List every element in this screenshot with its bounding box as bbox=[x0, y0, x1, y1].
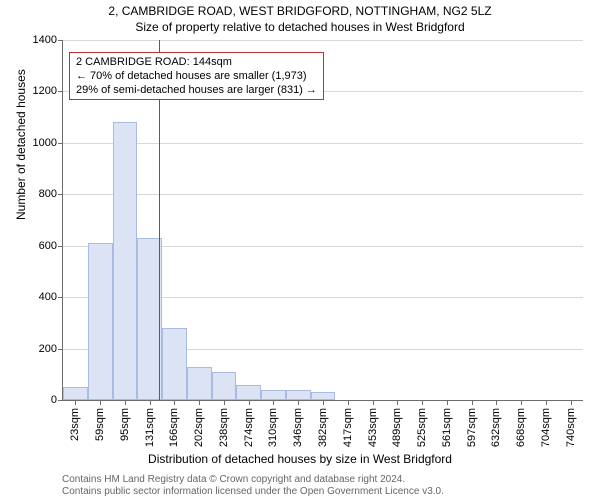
y-tick-label: 400 bbox=[39, 291, 57, 303]
x-tick-label: 202sqm bbox=[193, 408, 205, 447]
x-tick bbox=[373, 400, 374, 405]
y-tick bbox=[58, 349, 63, 350]
x-tick bbox=[224, 400, 225, 405]
x-tick bbox=[174, 400, 175, 405]
x-tick bbox=[150, 400, 151, 405]
x-tick bbox=[199, 400, 200, 405]
x-tick bbox=[571, 400, 572, 405]
x-tick bbox=[298, 400, 299, 405]
x-tick-label: 346sqm bbox=[292, 408, 304, 447]
histogram-bar bbox=[311, 392, 336, 400]
title-subtitle: Size of property relative to detached ho… bbox=[0, 20, 600, 34]
x-tick-label: 166sqm bbox=[168, 408, 180, 447]
y-tick bbox=[58, 194, 63, 195]
x-tick-label: 238sqm bbox=[218, 408, 230, 447]
x-tick-label: 489sqm bbox=[391, 408, 403, 447]
x-tick-label: 525sqm bbox=[416, 408, 428, 447]
x-tick bbox=[397, 400, 398, 405]
y-tick bbox=[58, 143, 63, 144]
x-tick bbox=[75, 400, 76, 405]
y-tick bbox=[58, 40, 63, 41]
x-tick bbox=[249, 400, 250, 405]
x-tick bbox=[546, 400, 547, 405]
x-tick-label: 382sqm bbox=[317, 408, 329, 447]
y-tick-label: 600 bbox=[39, 240, 57, 252]
histogram-bar bbox=[187, 367, 212, 400]
anno-line2: ← 70% of detached houses are smaller (1,… bbox=[76, 70, 317, 84]
gridline-h bbox=[63, 143, 583, 144]
y-tick-label: 1200 bbox=[33, 85, 57, 97]
y-tick-label: 800 bbox=[39, 188, 57, 200]
reference-annotation: 2 CAMBRIDGE ROAD: 144sqm ← 70% of detach… bbox=[69, 52, 324, 100]
gridline-h bbox=[63, 194, 583, 195]
histogram-bar bbox=[261, 390, 286, 400]
x-tick-label: 310sqm bbox=[267, 408, 279, 447]
y-tick-label: 200 bbox=[39, 343, 57, 355]
histogram-bar bbox=[113, 122, 138, 400]
x-tick-label: 561sqm bbox=[441, 408, 453, 447]
histogram-bar bbox=[286, 390, 311, 400]
y-tick bbox=[58, 91, 63, 92]
anno-line3: 29% of semi-detached houses are larger (… bbox=[76, 84, 317, 98]
histogram-bar bbox=[236, 385, 261, 400]
x-tick bbox=[100, 400, 101, 405]
x-tick-label: 23sqm bbox=[69, 408, 81, 441]
x-tick bbox=[273, 400, 274, 405]
x-tick bbox=[521, 400, 522, 405]
x-tick bbox=[496, 400, 497, 405]
histogram-bar bbox=[63, 387, 88, 400]
y-tick bbox=[58, 246, 63, 247]
x-tick bbox=[447, 400, 448, 405]
y-axis-title: Number of detached houses bbox=[14, 69, 28, 220]
footer-line2: Contains public sector information licen… bbox=[62, 486, 444, 498]
histogram-bar bbox=[212, 372, 237, 400]
plot-area: 020040060080010001200140023sqm59sqm95sqm… bbox=[62, 40, 583, 401]
x-tick-label: 131sqm bbox=[144, 408, 156, 447]
title-address: 2, CAMBRIDGE ROAD, WEST BRIDGFORD, NOTTI… bbox=[0, 4, 600, 18]
x-axis-title: Distribution of detached houses by size … bbox=[0, 452, 600, 466]
x-tick-label: 59sqm bbox=[94, 408, 106, 441]
footer-line1: Contains HM Land Registry data © Crown c… bbox=[62, 474, 405, 486]
x-tick bbox=[472, 400, 473, 405]
x-tick-label: 453sqm bbox=[367, 408, 379, 447]
x-tick-label: 740sqm bbox=[565, 408, 577, 447]
y-tick-label: 1400 bbox=[33, 34, 57, 46]
histogram-bar bbox=[162, 328, 187, 400]
x-tick-label: 274sqm bbox=[243, 408, 255, 447]
gridline-h bbox=[63, 40, 583, 41]
x-tick bbox=[348, 400, 349, 405]
y-tick-label: 0 bbox=[51, 394, 57, 406]
x-tick bbox=[323, 400, 324, 405]
x-tick-label: 668sqm bbox=[515, 408, 527, 447]
anno-line1: 2 CAMBRIDGE ROAD: 144sqm bbox=[76, 56, 317, 70]
histogram-bar bbox=[88, 243, 113, 400]
x-tick-label: 632sqm bbox=[490, 408, 502, 447]
x-tick bbox=[422, 400, 423, 405]
x-tick-label: 704sqm bbox=[540, 408, 552, 447]
chart-container: 2, CAMBRIDGE ROAD, WEST BRIDGFORD, NOTTI… bbox=[0, 0, 600, 500]
x-tick bbox=[125, 400, 126, 405]
x-tick-label: 95sqm bbox=[119, 408, 131, 441]
x-tick-label: 597sqm bbox=[466, 408, 478, 447]
y-tick bbox=[58, 400, 63, 401]
y-tick-label: 1000 bbox=[33, 137, 57, 149]
y-tick bbox=[58, 297, 63, 298]
x-tick-label: 417sqm bbox=[342, 408, 354, 447]
